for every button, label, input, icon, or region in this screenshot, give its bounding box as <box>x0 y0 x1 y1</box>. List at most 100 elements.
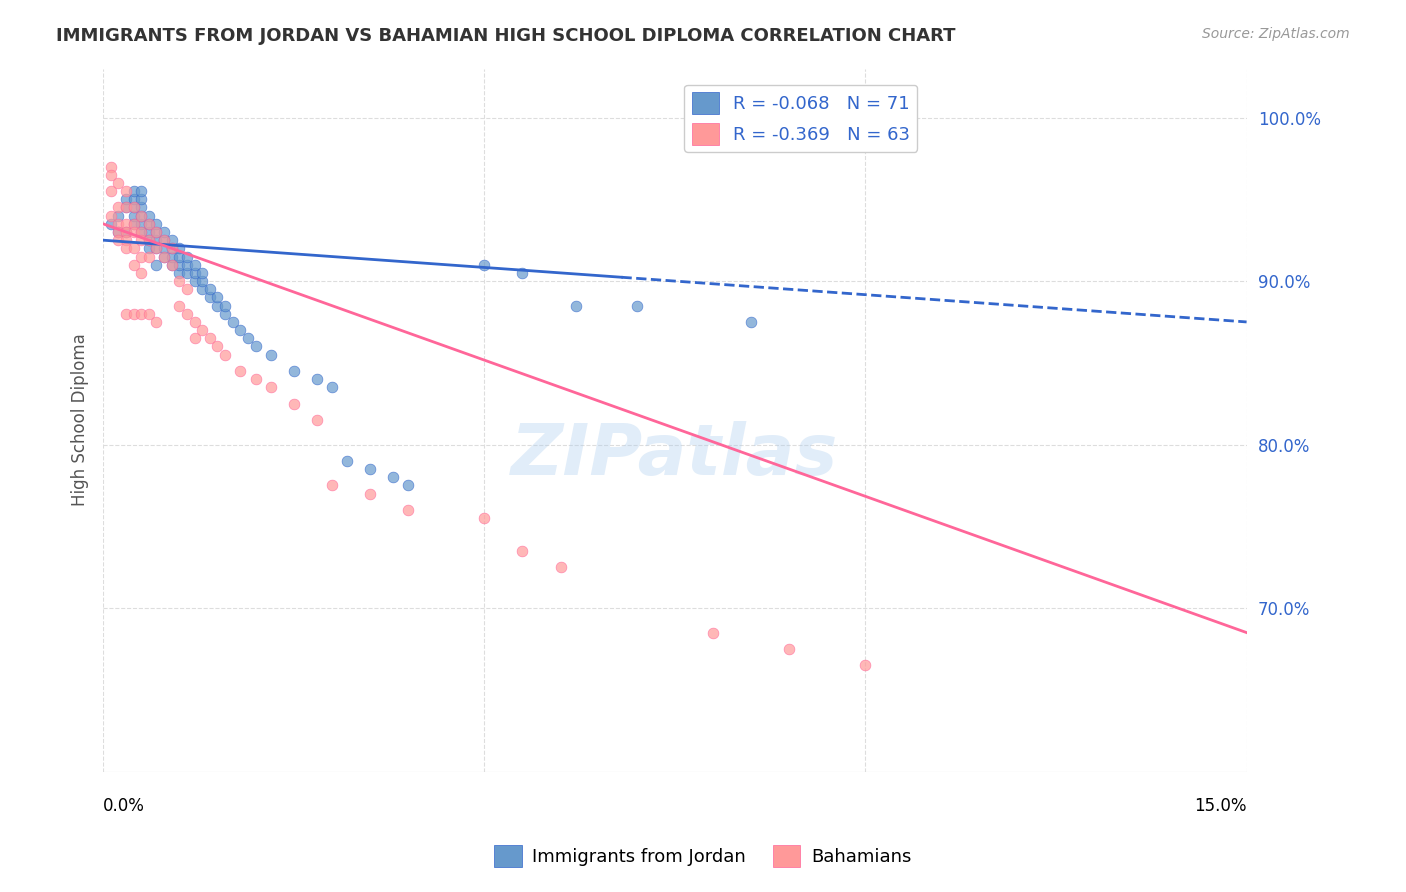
Point <box>214 299 236 313</box>
Point <box>145 258 167 272</box>
Point <box>183 274 205 288</box>
Point <box>198 282 221 296</box>
Point <box>115 184 138 198</box>
Point <box>191 323 214 337</box>
Point <box>129 192 152 206</box>
Point <box>138 241 160 255</box>
Point <box>176 282 198 296</box>
Point <box>321 478 343 492</box>
Point <box>122 201 145 215</box>
Point <box>153 233 176 247</box>
Point <box>626 299 648 313</box>
Point <box>169 299 191 313</box>
Point <box>122 209 145 223</box>
Point <box>129 217 152 231</box>
Point <box>153 233 176 247</box>
Point <box>778 642 800 657</box>
Point <box>176 307 198 321</box>
Point <box>245 339 267 353</box>
Point <box>153 225 176 239</box>
Point <box>145 241 167 255</box>
Point <box>359 462 381 476</box>
Point <box>100 184 122 198</box>
Point <box>115 307 138 321</box>
Point <box>100 217 122 231</box>
Point <box>107 225 129 239</box>
Point <box>260 348 283 362</box>
Point <box>153 250 176 264</box>
Point <box>207 339 229 353</box>
Point <box>145 225 167 239</box>
Point <box>115 233 138 247</box>
Point <box>107 217 129 231</box>
Point <box>129 201 152 215</box>
Point <box>169 274 191 288</box>
Point <box>115 201 138 215</box>
Point <box>138 250 160 264</box>
Text: 15.0%: 15.0% <box>1194 797 1247 814</box>
Point <box>245 372 267 386</box>
Point <box>176 266 198 280</box>
Point <box>129 266 152 280</box>
Point <box>855 658 877 673</box>
Point <box>160 241 183 255</box>
Point <box>321 380 343 394</box>
Point <box>129 250 152 264</box>
Point <box>122 225 145 239</box>
Point <box>472 258 495 272</box>
Point <box>122 201 145 215</box>
Point <box>183 315 205 329</box>
Text: ZIPatlas: ZIPatlas <box>512 421 838 490</box>
Point <box>138 209 160 223</box>
Point <box>138 217 160 231</box>
Point <box>115 201 138 215</box>
Point <box>550 560 572 574</box>
Point <box>153 241 176 255</box>
Point <box>512 544 534 558</box>
Point <box>115 241 138 255</box>
Point <box>207 299 229 313</box>
Point <box>129 225 152 239</box>
Point <box>129 184 152 198</box>
Point <box>283 364 305 378</box>
Point <box>222 315 245 329</box>
Point <box>396 478 419 492</box>
Point <box>336 454 359 468</box>
Point <box>191 266 214 280</box>
Point <box>169 250 191 264</box>
Point <box>122 258 145 272</box>
Point <box>145 233 167 247</box>
Point <box>229 364 252 378</box>
Point <box>138 225 160 239</box>
Point <box>214 307 236 321</box>
Point <box>100 209 122 223</box>
Text: Source: ZipAtlas.com: Source: ZipAtlas.com <box>1202 27 1350 41</box>
Point <box>191 274 214 288</box>
Point <box>115 217 138 231</box>
Point <box>129 307 152 321</box>
Point <box>283 397 305 411</box>
Point <box>145 241 167 255</box>
Point <box>396 503 419 517</box>
Legend: Immigrants from Jordan, Bahamians: Immigrants from Jordan, Bahamians <box>488 838 918 874</box>
Point <box>381 470 404 484</box>
Point <box>191 282 214 296</box>
Point <box>100 168 122 182</box>
Point <box>115 192 138 206</box>
Point <box>260 380 283 394</box>
Point <box>115 225 138 239</box>
Point <box>129 233 152 247</box>
Point <box>565 299 588 313</box>
Point <box>100 160 122 174</box>
Point <box>160 233 183 247</box>
Point <box>207 290 229 304</box>
Point <box>129 225 152 239</box>
Point <box>472 511 495 525</box>
Point <box>138 233 160 247</box>
Point <box>122 217 145 231</box>
Point <box>229 323 252 337</box>
Point <box>107 201 129 215</box>
Point <box>198 290 221 304</box>
Point <box>160 258 183 272</box>
Point <box>183 331 205 345</box>
